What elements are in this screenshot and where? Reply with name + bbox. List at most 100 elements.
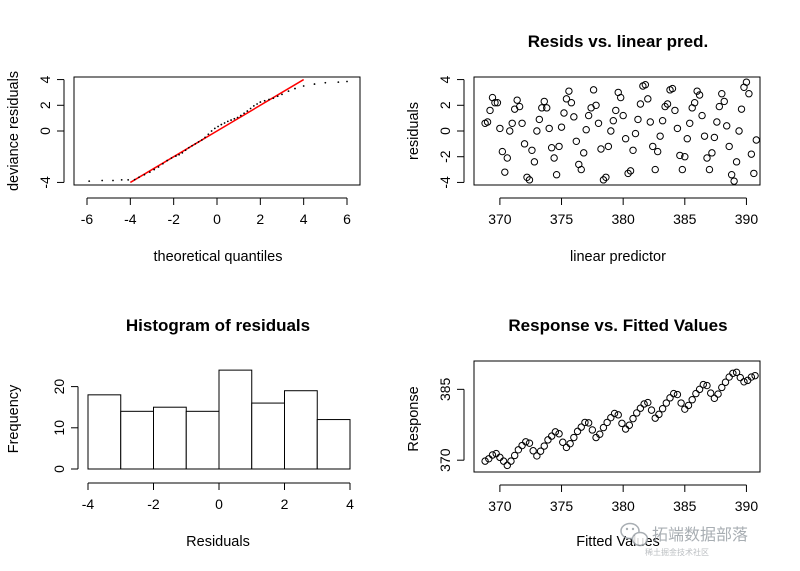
residual-point [535, 115, 544, 124]
qq-point [268, 98, 270, 101]
qq-point [194, 142, 197, 145]
qq-point [259, 101, 262, 103]
qq-point [223, 122, 226, 124]
histogram-panel: Histogram of residuals -4 -2 0 2 4 0 10 20 Resi… [6, 316, 354, 550]
residual-point [547, 144, 556, 152]
fitted-point [510, 451, 519, 460]
qq-point [210, 130, 213, 132]
fitted-point [658, 405, 667, 413]
residual-point [616, 93, 625, 102]
fitted-x-tick-label: 380 [611, 498, 635, 514]
qq-point [204, 136, 206, 139]
qq-point [263, 99, 266, 102]
qq-point [133, 178, 136, 181]
residuals-plot-title: Resids vs. linear pred. [528, 32, 708, 51]
residual-point [515, 102, 524, 111]
residual-point [668, 84, 677, 93]
residual-point [693, 87, 701, 95]
fitted-point [573, 427, 582, 436]
qq-point [166, 159, 169, 162]
fitted-point [544, 436, 552, 444]
fitted-point [507, 457, 515, 465]
fitted-point [714, 390, 722, 398]
fitted-point [555, 430, 563, 438]
fitted-point [581, 418, 589, 427]
residual-point [570, 113, 578, 121]
fitted-point [695, 385, 704, 394]
histogram-title: Histogram of residuals [126, 316, 310, 335]
fitted-point [640, 400, 648, 408]
fitted-point [529, 447, 537, 455]
residual-point [700, 132, 709, 140]
residuals-y-tick-label: 4 [437, 75, 453, 83]
qq-point [148, 171, 151, 174]
residuals-y-tick-label: 0 [437, 127, 453, 135]
fitted-point [525, 439, 534, 447]
fitted-point [488, 451, 497, 459]
qq-point [337, 81, 340, 84]
residual-point [619, 111, 627, 120]
qq-y-tick-label: 2 [37, 101, 53, 109]
fitted-point [588, 426, 597, 434]
fitted-point [551, 428, 560, 436]
residual-point [646, 118, 654, 126]
residuals-plot-frame [473, 76, 761, 186]
wechat-icon [620, 522, 649, 547]
residual-point [745, 90, 753, 98]
residual-point [658, 117, 667, 125]
fitted-point [503, 461, 511, 470]
qq-x-tick-label: 2 [256, 211, 264, 227]
fitted-point [644, 398, 652, 407]
histogram-x-axis-label: Residuals [186, 534, 250, 550]
qq-point [220, 123, 223, 126]
watermark: 拓端数据部落 稀土掘金技术社区 [620, 522, 748, 557]
residual-point [663, 100, 672, 108]
residuals-x-axis-label: linear predictor [570, 249, 666, 265]
response-vs-fitted-panel: Response vs. Fitted Values 370 375 380 385 3… [406, 316, 761, 550]
fitted-point [710, 394, 719, 403]
qq-point [184, 149, 187, 152]
qq-point [138, 176, 140, 179]
residual-point [624, 169, 632, 178]
fitted-point [636, 404, 645, 412]
residual-point [508, 119, 516, 127]
residual-point [496, 124, 504, 133]
residual-point [656, 132, 664, 140]
fitted-point [625, 421, 634, 429]
fitted-point [533, 452, 541, 460]
fitted-x-tick-label: 375 [550, 498, 574, 514]
residual-point [486, 106, 494, 115]
histogram-x-tick-label: 4 [346, 496, 354, 512]
residual-point [493, 99, 502, 107]
residuals-panel: Resids vs. linear pred. 370 375 380 385 390 -… [406, 32, 761, 265]
fitted-point [736, 373, 744, 382]
qq-point [246, 110, 249, 112]
residual-point [727, 171, 736, 179]
histogram-bar [284, 390, 318, 470]
fitted-point [673, 390, 682, 399]
fitted-point [747, 373, 756, 381]
residual-point [589, 86, 598, 94]
qq-point [187, 146, 190, 149]
histogram-bar [120, 410, 154, 470]
fitted-point [699, 380, 707, 389]
residual-point [562, 95, 571, 103]
residual-point [626, 167, 635, 175]
histogram-bar [153, 406, 187, 470]
response-vs-fitted-title: Response vs. Fitted Values [508, 316, 727, 335]
qq-point [170, 157, 173, 159]
residual-point [602, 173, 610, 181]
fitted-point [607, 413, 615, 422]
residual-point [747, 150, 756, 158]
residual-point [683, 135, 691, 143]
histogram-y-tick-label: 0 [51, 465, 67, 473]
residuals-y-tick-label: -4 [437, 176, 453, 189]
fitted-point [718, 383, 726, 392]
watermark-subtext: 稀土掘金技术社区 [645, 547, 709, 557]
residual-point [533, 127, 541, 135]
residual-point [567, 99, 576, 107]
fitted-point [496, 453, 504, 462]
fitted-point [666, 394, 674, 402]
residual-point [723, 122, 731, 130]
